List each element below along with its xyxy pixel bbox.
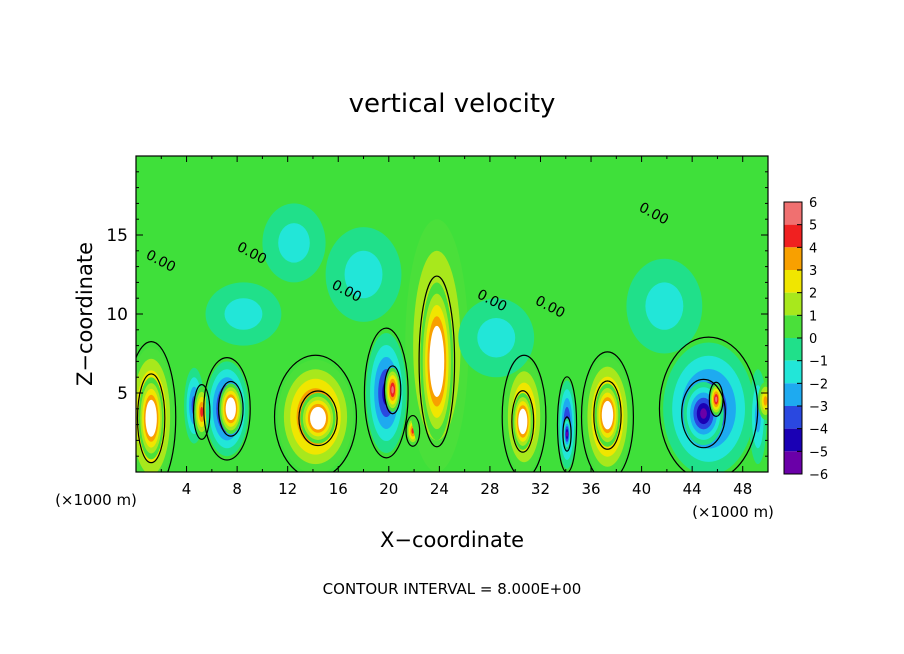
colorbar-tick-label: 2 [809, 287, 817, 302]
heatmap-cell [429, 325, 445, 397]
colorbar-tick-label: 6 [809, 196, 817, 211]
x-tick-label: 48 [733, 480, 752, 498]
colorbar-swatch [784, 270, 802, 293]
colorbar-swatch [784, 224, 802, 248]
heatmap-cell [200, 406, 204, 418]
x-tick-label: 40 [632, 480, 651, 498]
heatmap-cell [224, 298, 263, 330]
x-tick-label: 28 [480, 480, 499, 498]
heatmap-cell [518, 408, 528, 435]
colorbar-tick-label: 4 [809, 241, 817, 256]
colorbar-tick-label: −4 [809, 423, 828, 438]
colorbar-tick-label: −1 [809, 355, 828, 370]
x-tick-label: 20 [379, 480, 398, 498]
x-tick-label: 8 [232, 480, 242, 498]
heatmap-cell [566, 431, 569, 437]
heatmap-cell [601, 400, 614, 430]
x-tick-label: 44 [683, 480, 702, 498]
contour-line [136, 341, 177, 472]
heatmap-cell [145, 399, 157, 437]
heatmap-cell [310, 406, 326, 430]
x-tick-label: 12 [278, 480, 297, 498]
y-tick-label: 5 [117, 384, 128, 404]
colorbar-tick-label: −5 [809, 445, 828, 460]
contour-line [363, 327, 409, 459]
colorbar-tick-label: 5 [809, 219, 817, 234]
x-unit-right: (×1000 m) [692, 503, 774, 521]
contour-line [556, 376, 578, 472]
y-axis-label: Z−coordinate [73, 242, 97, 386]
x-tick-label: 32 [531, 480, 550, 498]
colorbar-tick-label: −3 [809, 400, 828, 415]
colorbar-tick-label: 1 [809, 309, 817, 324]
contour-line [511, 390, 535, 453]
colorbar-tick-label: −6 [809, 468, 828, 483]
colorbar-swatch [784, 247, 802, 270]
contour-line [217, 380, 244, 437]
chart-title: vertical velocity [349, 89, 556, 119]
heatmap-cell [391, 386, 394, 394]
contour-line [681, 378, 726, 449]
y-axis-ticks: 5 10 15 [106, 171, 768, 457]
heatmap-cell [278, 223, 310, 263]
y-tick-label: 15 [106, 226, 128, 246]
x-tick-label: 24 [430, 480, 449, 498]
heatmap-cell [700, 408, 707, 419]
heatmap-cell [763, 396, 768, 406]
colorbar: 6 5 4 3 2 1 0 −1 −2 −3 −4 −5 −6 [783, 196, 828, 483]
colorbar-swatch [784, 383, 802, 406]
contour-line [192, 384, 211, 440]
colorbar-swatch [784, 338, 802, 361]
contour-line [501, 354, 547, 472]
x-unit-left: (×1000 m) [55, 491, 137, 509]
colorbar-swatch [784, 292, 802, 316]
y-tick-label: 10 [106, 305, 128, 325]
colorbar-swatch [784, 451, 802, 474]
colorbar-swatch [784, 428, 802, 452]
colorbar-tick-label: −2 [809, 377, 828, 392]
colorbar-swatch [784, 202, 802, 225]
heatmap-cell [715, 396, 718, 402]
contour-line [136, 373, 166, 464]
contour-line [383, 365, 402, 415]
heatmap-cells [136, 203, 768, 472]
contour-line [562, 416, 572, 452]
contour-line [580, 351, 635, 472]
contour-interval-note: CONTOUR INTERVAL = 8.000E+00 [323, 580, 582, 598]
heatmap-cell [344, 250, 383, 299]
x-tick-label: 16 [329, 480, 348, 498]
contour-line [273, 354, 358, 472]
x-tick-label: 36 [581, 480, 600, 498]
heatmap-cell [477, 317, 516, 358]
colorbar-tick-label: 0 [809, 332, 817, 347]
heatmap-cell [225, 397, 236, 421]
x-tick-label: 4 [182, 480, 192, 498]
contour-line [298, 390, 338, 447]
contour-line [405, 414, 421, 447]
contour-line [708, 381, 724, 417]
colorbar-swatch [784, 406, 802, 429]
contour-line [418, 275, 456, 448]
heatmap-cell [645, 282, 684, 330]
colorbar-tick-label: 3 [809, 264, 817, 279]
colorbar-swatch [784, 360, 802, 384]
contour-line [203, 357, 251, 461]
x-axis-label: X−coordinate [380, 528, 524, 552]
contour-line [593, 380, 622, 450]
contour-lines [136, 275, 759, 472]
contour-line [658, 336, 759, 472]
x-axis-ticks: 4 8 12 16 20 24 28 32 36 40 44 48 [160, 156, 752, 498]
colorbar-swatch [784, 315, 802, 338]
